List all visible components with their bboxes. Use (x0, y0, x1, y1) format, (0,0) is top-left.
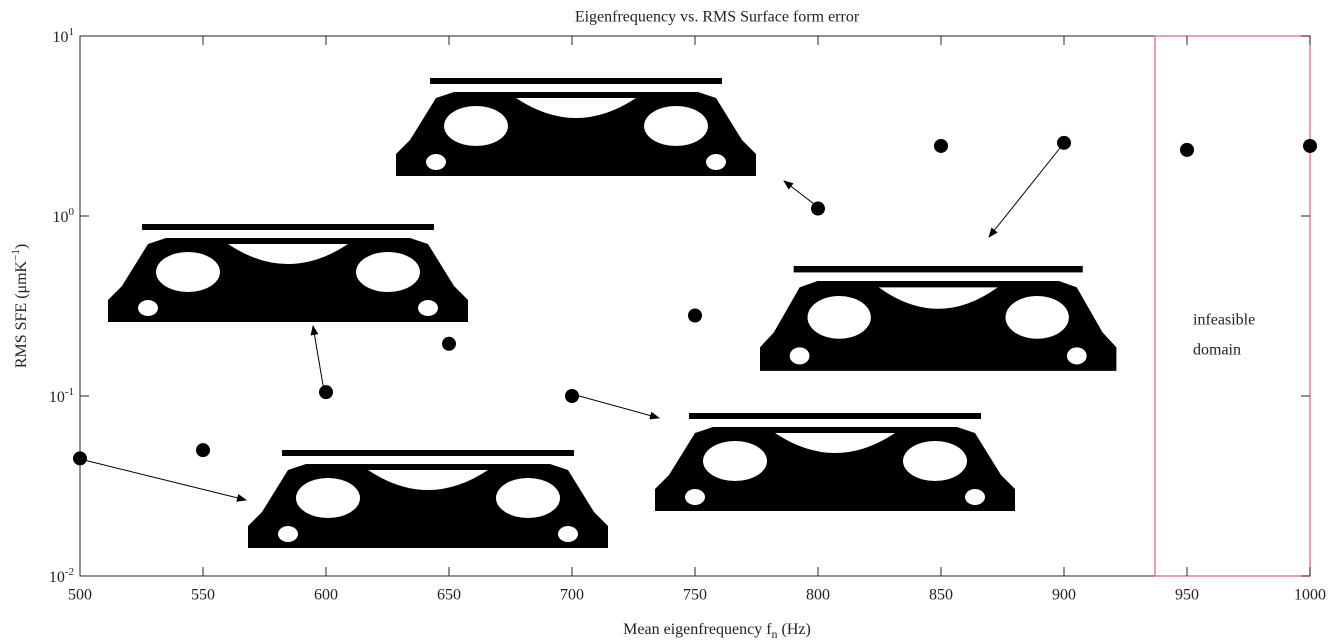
x-tick-label: 750 (683, 587, 707, 604)
arrow (571, 393, 660, 420)
chart-title: Eigenfrequency vs. RMS Surface form erro… (575, 9, 860, 26)
data-point (1303, 138, 1317, 153)
data-point (811, 201, 825, 216)
y-tick-label: 10-1​ (49, 386, 74, 406)
inset-shape (108, 224, 468, 322)
arrows (79, 142, 1065, 502)
insets (108, 78, 1117, 548)
x-tick-label: 500 (68, 587, 92, 604)
x-axis-label: Mean eigenfrequency fn​ (Hz) (623, 621, 811, 641)
x-tick-label: 1000 (1294, 587, 1326, 604)
data-point (442, 336, 456, 351)
arrow (310, 325, 325, 392)
inset-shape (655, 413, 1015, 511)
data-point (73, 451, 87, 466)
x-tick-label: 650 (437, 587, 461, 604)
data-point (934, 138, 948, 153)
inset-shape (248, 450, 608, 548)
x-tick-label: 600 (314, 587, 338, 604)
y-tick-label: 10-2​ (49, 566, 74, 586)
inset-shape (396, 78, 756, 176)
data-point (319, 385, 333, 400)
arrow (783, 180, 819, 208)
y-axis-label: RMS SFE (μmK−1​) (10, 244, 30, 368)
data-point (1180, 142, 1194, 157)
arrow (988, 142, 1065, 238)
x-tick-label: 900 (1052, 587, 1076, 604)
infeasible-region (1154, 35, 1311, 577)
x-tick-label: 850 (929, 587, 953, 604)
data-point (565, 389, 579, 403)
arrow (79, 458, 247, 502)
x-tick-label: 800 (806, 587, 830, 604)
y-tick-label: 100​ (53, 206, 75, 226)
y-tick-label: 101​ (53, 26, 75, 46)
region-label: infeasible (1193, 312, 1255, 329)
inset-shape (760, 266, 1117, 371)
data-point (688, 308, 702, 323)
x-tick-label: 550 (191, 587, 215, 604)
x-tick-label: 950 (1175, 587, 1199, 604)
data-point (1057, 135, 1071, 150)
region-label: domain (1193, 342, 1241, 359)
data-point (196, 443, 210, 458)
x-tick-label: 700 (560, 587, 584, 604)
